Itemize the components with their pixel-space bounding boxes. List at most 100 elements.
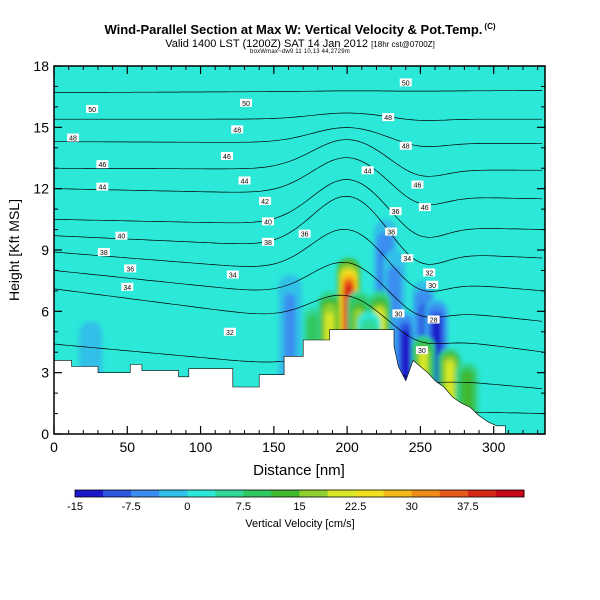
contour-labels: 50 50 50 48 48 48 48 46 46 46 46 44 44 44 42 40 40 38 38 36…	[67, 78, 440, 355]
colorbar-swatch	[355, 490, 385, 497]
colorbar-tick-label: -7.5	[122, 501, 141, 513]
contour-label: 44	[361, 166, 374, 175]
colorbar-swatch	[103, 490, 132, 497]
contour-label-bg	[226, 270, 239, 279]
contour-label: 38	[97, 248, 110, 257]
contour-label: 48	[67, 133, 80, 143]
contour-label-text: 34	[403, 256, 411, 263]
contour-label-text: 30	[428, 283, 436, 290]
contour-label-bg	[399, 141, 412, 150]
contour-label-text: 48	[69, 136, 77, 143]
contour-label: 48	[399, 141, 412, 151]
x-tick-label: 250	[409, 439, 433, 455]
colorbar-swatch	[439, 490, 469, 497]
colorbar-swatch	[75, 490, 104, 497]
contour-label-bg	[231, 125, 244, 134]
contour-label: 34	[401, 254, 414, 263]
contour-label-bg	[86, 104, 99, 113]
forecast-hour-text: [18hr cst@0700Z]	[371, 40, 435, 49]
contour-label-bg	[238, 176, 251, 185]
contour-label-bg	[240, 98, 253, 107]
colorbar-swatch	[215, 490, 244, 497]
contour-label-bg	[97, 248, 110, 257]
contour-label-bg	[423, 268, 436, 277]
contour-label-bg	[399, 78, 412, 87]
isentrope-line	[54, 228, 543, 292]
colorbar-tick-label: 37.5	[457, 501, 478, 513]
colorbar-frame	[74, 489, 525, 498]
isentrope-line	[54, 139, 543, 177]
isentrope-line	[54, 112, 543, 121]
contour-label-text: 50	[402, 80, 410, 87]
contour-label-text: 40	[118, 234, 126, 241]
contour-label-text: 36	[301, 232, 309, 239]
contour-label: 34	[121, 282, 134, 292]
contour-label-bg	[223, 327, 236, 336]
valid-time-text: Valid 1400 LST (1200Z) SAT 14 Jan 2012	[165, 38, 369, 50]
contour-label: 32	[423, 268, 436, 277]
colorbar-swatch	[411, 490, 441, 497]
contour-label: 44	[96, 182, 109, 192]
contour-label-text: 40	[264, 219, 272, 226]
y-tick-label: 3	[41, 365, 49, 381]
x-tick-label: 150	[262, 439, 286, 455]
x-tick-label: 100	[189, 439, 213, 455]
colorbar: -15 -7.5 0 7.5 15 22.5 30 37.5	[67, 489, 525, 513]
contour-label: 34	[226, 270, 239, 280]
contour-label-text: 50	[242, 101, 250, 108]
contour-label-text: 30	[395, 311, 403, 318]
contour-label-text: 28	[430, 318, 438, 325]
y-tick-label: 9	[41, 242, 49, 258]
y-tick-label: 18	[33, 58, 49, 74]
colorbar-tick-label: 7.5	[236, 501, 251, 513]
contour-label: 42	[259, 196, 272, 206]
isentrope-line	[54, 261, 543, 322]
contour-label-bg	[382, 113, 395, 122]
contour-label: 36	[298, 229, 311, 239]
isentrope-line	[54, 127, 543, 147]
x-tick-label: 300	[482, 439, 506, 455]
contour-label-text: 36	[126, 266, 134, 273]
colorbar-swatch	[299, 490, 329, 497]
plot-area: 50 50 50 48 48 48 48 46 46 46 46 44 44 44 42 40 40 38 38 36…	[54, 66, 545, 434]
contour-label-bg	[418, 203, 431, 212]
contour-label-bg	[121, 282, 134, 291]
contour-label-bg	[361, 166, 374, 175]
chart-subtitle: Valid 1400 LST (1200Z) SAT 14 Jan 2012 […	[0, 38, 600, 50]
y-tick-label: 6	[41, 303, 49, 319]
isentrope-line	[54, 179, 543, 238]
contour-label: 32	[223, 327, 236, 337]
contour-label-text: 44	[241, 178, 249, 185]
contour-label-bg	[426, 280, 439, 289]
contour-label: 46	[96, 160, 109, 169]
y-tick-label: 0	[41, 426, 49, 442]
colorbar-swatch	[159, 490, 188, 497]
contour-label-text: 32	[226, 330, 234, 337]
contour-label-bg	[261, 237, 274, 246]
contour-label-text: 44	[364, 168, 372, 175]
contour-label-text: 48	[233, 127, 241, 134]
contour-label-bg	[411, 180, 424, 189]
x-axis-label: Distance [nm]	[253, 462, 345, 479]
contour-label-bg	[392, 309, 405, 318]
colorbar-swatch	[327, 490, 357, 497]
contour-label: 50	[399, 78, 412, 87]
contour-label: 38	[385, 227, 398, 237]
colorbar-tick-label: 0	[184, 501, 190, 513]
contour-label: 48	[231, 125, 244, 134]
contour-label-bg	[220, 151, 233, 160]
contour-label-text: 46	[421, 205, 429, 212]
contour-label-bg	[415, 346, 428, 355]
contour-label: 46	[411, 180, 424, 190]
contour-label-text: 38	[264, 240, 272, 247]
isentrope-line	[54, 288, 543, 353]
contour-label: 30	[426, 280, 439, 290]
colorbar-swatch	[271, 490, 300, 497]
contour-label-text: 32	[425, 270, 433, 277]
contour-label-text: 42	[261, 199, 269, 206]
contour-label: 36	[389, 207, 402, 216]
y-tick-label: 15	[33, 119, 49, 135]
isentrope-line	[54, 157, 543, 206]
